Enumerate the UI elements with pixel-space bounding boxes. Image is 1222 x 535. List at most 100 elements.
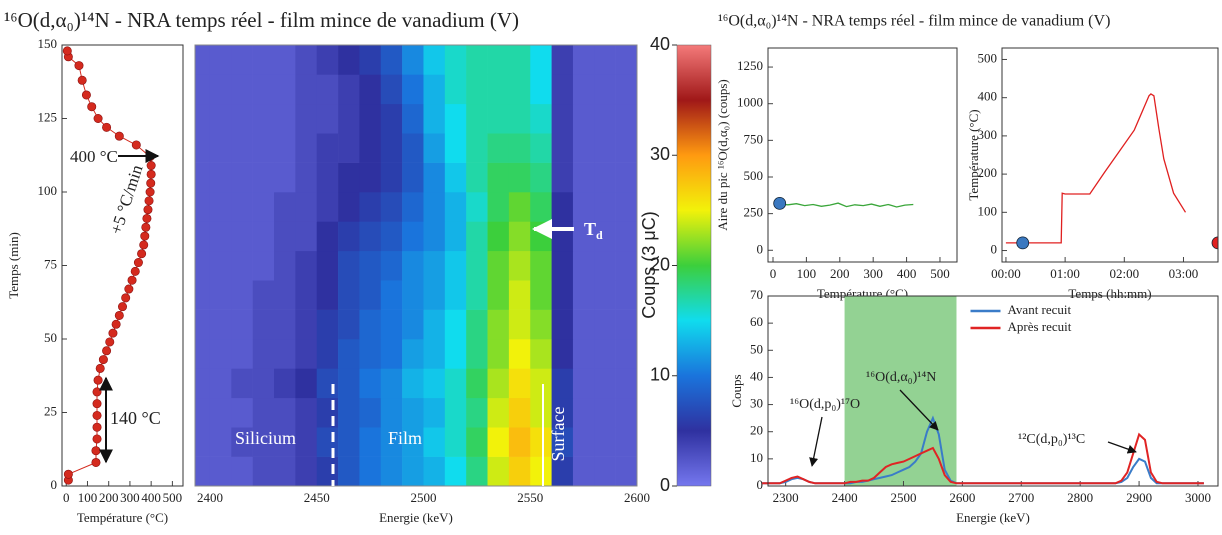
y-tick-label: 30 xyxy=(750,396,763,411)
heatmap-cells xyxy=(195,45,637,486)
x-tick-label: 2400 xyxy=(832,490,858,505)
heatmap-cell xyxy=(615,103,637,134)
heatmap-cell xyxy=(338,162,360,193)
heatmap-cell xyxy=(380,133,403,163)
heatmap-cell xyxy=(359,221,382,252)
heatmap-cell xyxy=(508,250,531,281)
heatmap-cell xyxy=(402,250,424,281)
heatmap-cell xyxy=(402,456,424,486)
x-tick-label: 2500 xyxy=(410,490,436,505)
heatmap-cell xyxy=(551,280,574,310)
heatmap-cell xyxy=(466,192,488,222)
heatmap-cell xyxy=(380,339,403,369)
x-tick-label: 500 xyxy=(163,490,183,505)
heatmap-cell xyxy=(594,45,616,75)
y-tick-label: 400 xyxy=(978,89,998,104)
heatmap-cell xyxy=(338,456,360,486)
heatmap-cell xyxy=(380,45,403,75)
heatmap-cell xyxy=(380,74,403,105)
heatmap-cell xyxy=(252,133,275,163)
heatmap-cell xyxy=(209,456,232,486)
data-line xyxy=(762,432,1204,485)
data-point xyxy=(121,293,131,303)
heatmap-cell xyxy=(316,339,339,369)
y-tick-label: 0 xyxy=(991,242,998,257)
heatmap-cell xyxy=(615,250,637,281)
heatmap-cell xyxy=(402,280,424,310)
heatmap-cell xyxy=(466,250,488,281)
heatmap-cell xyxy=(380,192,403,222)
data-point xyxy=(133,258,143,268)
heatmap-cell xyxy=(316,427,339,457)
heatmap-cell xyxy=(402,221,424,252)
annotation: 400 °C xyxy=(70,147,118,166)
data-point xyxy=(91,457,101,467)
heatmap-cell xyxy=(274,250,296,281)
heatmap-cell xyxy=(444,280,467,310)
data-point xyxy=(108,328,118,338)
data-point xyxy=(74,61,84,71)
heatmap-cell xyxy=(423,309,446,340)
heatmap-cell xyxy=(444,103,467,134)
heatmap-cell xyxy=(530,309,552,340)
heatmap-cell xyxy=(195,103,211,134)
heatmap-cell xyxy=(402,368,424,399)
colorbar-tick-label: 0 xyxy=(660,475,670,495)
heatmap-cell xyxy=(231,427,253,457)
heatmap-cell xyxy=(359,192,382,222)
heatmap-cell xyxy=(551,192,574,222)
heatmap-cell xyxy=(380,397,403,428)
heatmap-cell xyxy=(551,45,574,75)
heatmap-cell xyxy=(423,456,446,486)
data-point xyxy=(87,102,97,112)
heatmap-cell xyxy=(295,250,318,281)
heatmap-cell xyxy=(231,133,253,163)
heatmap-cell xyxy=(209,45,232,75)
heatmap-cell xyxy=(487,133,510,163)
heatmap-cell xyxy=(209,280,232,310)
heatmap-cell xyxy=(551,133,574,163)
heatmap-cell xyxy=(594,309,616,340)
x-tick-label: 2600 xyxy=(624,490,650,505)
data-point xyxy=(124,284,134,294)
heatmap-cell xyxy=(359,397,382,428)
y-tick-label: 500 xyxy=(744,168,764,183)
marker-point xyxy=(1016,236,1030,250)
heatmap-cell xyxy=(487,368,510,399)
annotation-arrow xyxy=(1107,441,1137,454)
heatmap-cell xyxy=(508,192,531,222)
heatmap-cell xyxy=(466,368,488,399)
heatmap-cell xyxy=(274,103,296,134)
plot-frame xyxy=(194,44,638,487)
heatmap-cell xyxy=(551,368,574,399)
heatmap-cell xyxy=(316,368,339,399)
heatmap-cell xyxy=(572,339,595,369)
heatmap-cell xyxy=(252,221,275,252)
heatmap-cell xyxy=(316,133,339,163)
heatmap-cell xyxy=(209,250,232,281)
x-axis-label: Energie (keV) xyxy=(956,510,1030,525)
heatmap-cell xyxy=(530,133,552,163)
heatmap-cell xyxy=(530,427,552,457)
heatmap-cell xyxy=(466,280,488,310)
heatmap-cell xyxy=(252,74,275,105)
heatmap-cell xyxy=(195,368,211,399)
heatmap-cell xyxy=(380,162,403,193)
heatmap-cell xyxy=(508,221,531,252)
x-tick-label: 500 xyxy=(930,266,950,281)
data-point xyxy=(142,213,152,223)
data-point xyxy=(143,205,153,215)
x-tick-label: 3000 xyxy=(1185,490,1211,505)
heatmap-cell xyxy=(402,45,424,75)
colorbar-tick-label: 40 xyxy=(650,34,670,54)
y-axis-label: Aire du pic ¹⁶O(d,α₀) (coups) xyxy=(715,79,730,231)
heatmap-cell xyxy=(359,309,382,340)
x-tick-label: 03:00 xyxy=(1169,266,1199,281)
heatmap-cell xyxy=(423,250,446,281)
heatmap-cell xyxy=(338,427,360,457)
data-point xyxy=(92,410,102,420)
heatmap-cell xyxy=(615,397,637,428)
data-point xyxy=(102,122,112,132)
heatmap-cell xyxy=(594,427,616,457)
heatmap-cell xyxy=(338,103,360,134)
